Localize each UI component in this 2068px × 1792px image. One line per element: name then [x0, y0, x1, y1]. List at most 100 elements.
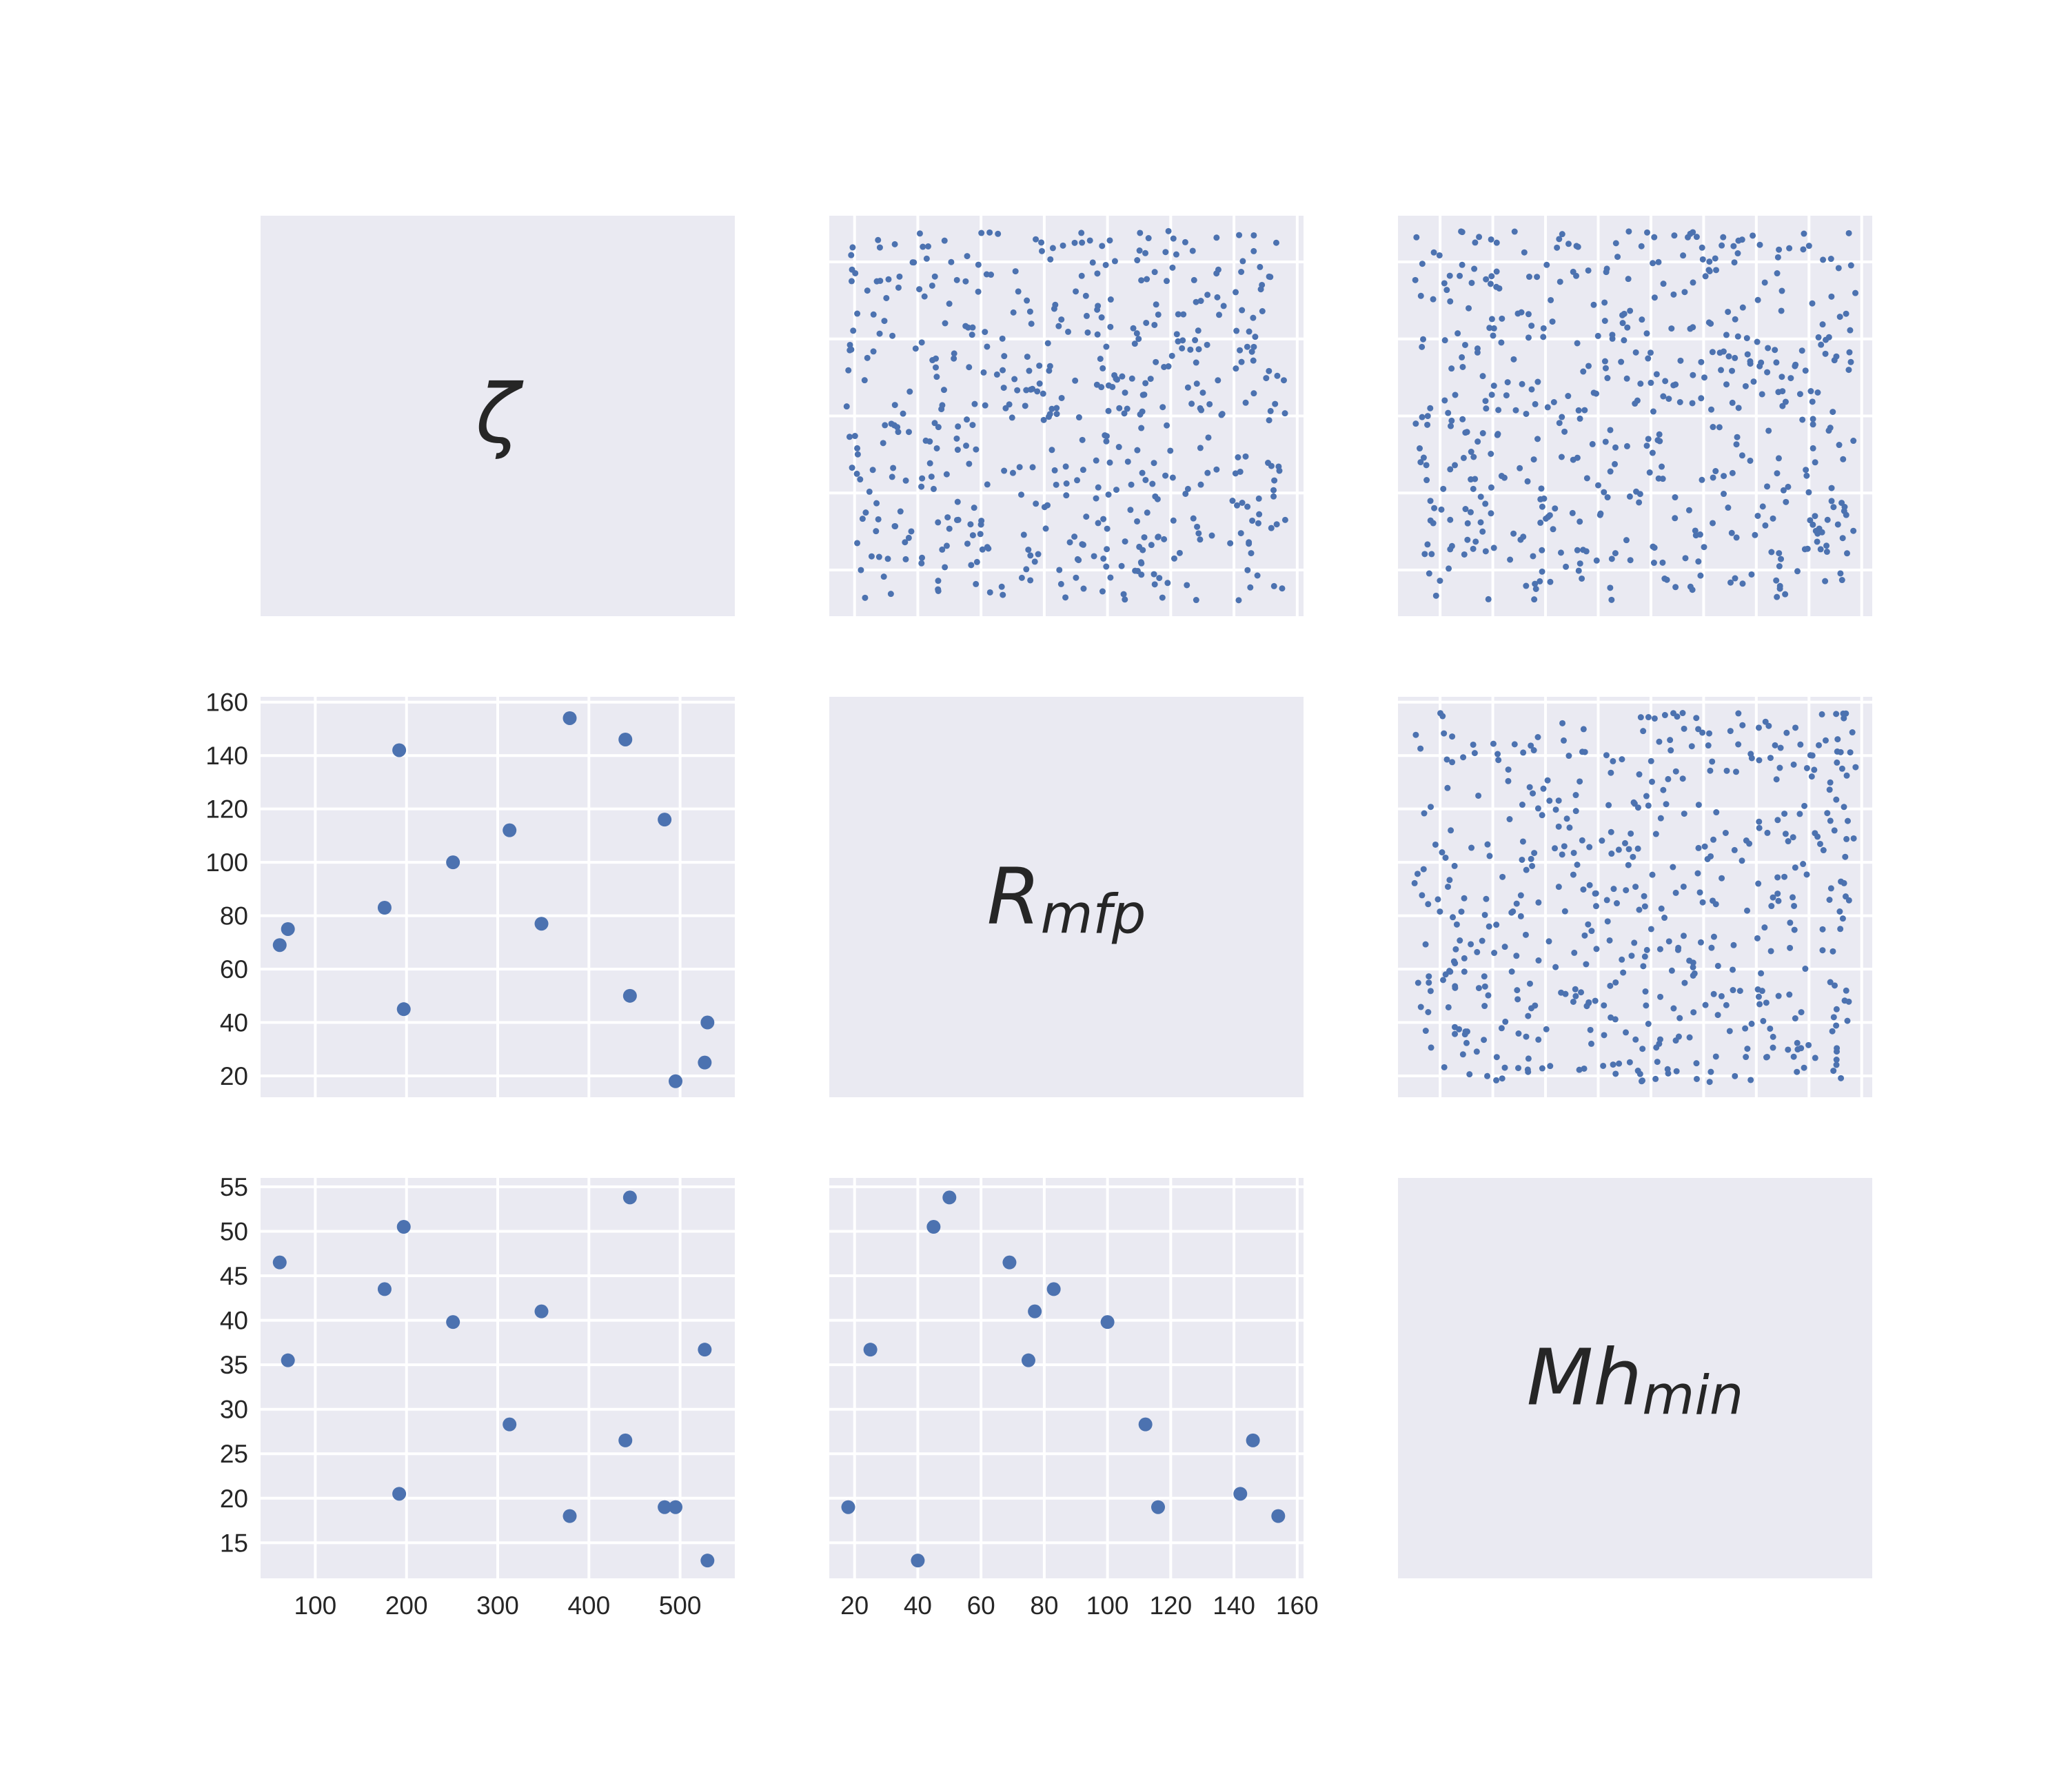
panel-mhmin-vs-rmfp: 20 40 60 80 100 120 140 160 — [829, 1178, 1319, 1620]
sample-point — [1250, 343, 1257, 350]
sample-point — [1168, 352, 1175, 359]
sample-point — [1486, 923, 1492, 930]
sample-point — [1563, 563, 1570, 570]
sample-point — [1658, 905, 1665, 912]
sample-point — [1761, 279, 1768, 286]
sample-point — [1048, 405, 1055, 412]
sample-point — [1761, 924, 1768, 931]
sample-point — [1460, 754, 1467, 761]
sample-point — [1577, 415, 1583, 422]
sample-point — [920, 243, 926, 250]
sample-point — [1774, 817, 1781, 824]
sample-point — [1820, 847, 1827, 854]
sample-point — [1764, 829, 1771, 836]
sample-point — [1422, 941, 1429, 948]
sample-point — [978, 230, 985, 236]
sample-point — [1079, 436, 1086, 443]
sample-point — [1754, 296, 1761, 303]
sample-point — [1731, 846, 1738, 853]
sample-point — [951, 350, 957, 357]
sample-point — [1519, 856, 1525, 863]
sample-point — [1843, 772, 1850, 779]
sample-point — [1470, 485, 1477, 492]
sample-point — [1819, 947, 1826, 954]
sample-point — [954, 498, 961, 505]
sample-point — [1471, 750, 1478, 757]
sample-point — [902, 556, 909, 562]
sample-point — [1250, 247, 1257, 254]
sample-point — [1623, 887, 1630, 894]
sample-point — [900, 410, 906, 417]
sample-point — [1445, 884, 1452, 890]
sample-point — [1488, 484, 1494, 491]
sample-point — [1235, 597, 1242, 604]
sample-point — [1259, 308, 1266, 315]
panel-rmfp-vs-mhmin — [1398, 697, 1872, 1097]
sample-point — [1707, 767, 1714, 774]
sample-point — [1239, 307, 1246, 314]
sample-point — [1084, 329, 1091, 336]
sample-point — [1607, 427, 1614, 434]
sample-point — [919, 554, 926, 561]
sample-point — [1481, 973, 1488, 980]
sample-point — [1490, 544, 1497, 551]
sample-point — [1523, 410, 1530, 417]
sample-point — [1763, 1053, 1770, 1060]
sample-point — [1094, 331, 1101, 338]
sample-point — [1730, 987, 1736, 994]
sample-point — [1426, 570, 1432, 577]
sample-point — [1739, 722, 1746, 729]
sample-point — [1447, 546, 1454, 553]
sample-point — [1698, 395, 1705, 402]
sample-point — [1774, 470, 1781, 477]
sample-point — [1499, 873, 1506, 880]
sample-point — [1130, 325, 1137, 332]
sample-point — [1255, 495, 1262, 502]
sample-point — [1244, 567, 1251, 573]
sample-point — [1547, 578, 1554, 585]
sample-point — [1441, 1063, 1448, 1070]
sample-point — [1712, 255, 1719, 262]
sample-point — [1814, 538, 1821, 545]
sample-point — [1699, 729, 1706, 736]
sample-point — [1651, 234, 1658, 241]
sample-point — [1138, 425, 1145, 431]
sample-point — [1621, 839, 1628, 846]
sample-point — [1593, 390, 1600, 397]
sample-point — [1493, 283, 1500, 290]
sample-point — [1138, 560, 1145, 567]
sample-point — [1488, 450, 1494, 457]
sample-point — [1830, 1014, 1837, 1021]
sample-point — [1079, 541, 1086, 548]
sample-point — [862, 594, 869, 601]
sample-point — [1539, 812, 1545, 819]
sample-point — [1047, 256, 1054, 263]
sample-point — [1725, 505, 1732, 511]
sample-point — [1482, 500, 1489, 507]
panel-mhmin-vs-mhmin: Mhmin — [1398, 1178, 1872, 1578]
sample-point — [1636, 771, 1643, 778]
sample-point — [1135, 336, 1142, 343]
sample-point — [1493, 1077, 1500, 1083]
sample-point — [1530, 747, 1537, 754]
sample-point — [1498, 339, 1505, 346]
sample-point — [1743, 335, 1750, 342]
sample-point — [1710, 424, 1716, 431]
sample-point — [1437, 578, 1443, 584]
sample-point — [1822, 350, 1829, 357]
panel-zeta-vs-rmfp — [829, 216, 1304, 616]
sample-point — [1847, 262, 1854, 269]
sample-point — [1626, 493, 1633, 500]
x-tick-label: 300 — [476, 1591, 519, 1620]
sample-point — [1755, 880, 1762, 887]
sample-point — [1693, 1075, 1700, 1082]
sample-point — [1781, 873, 1788, 880]
sample-point — [1778, 374, 1785, 380]
sample-point — [942, 320, 949, 327]
sample-point — [1733, 768, 1740, 775]
sample-point — [1686, 1034, 1693, 1041]
sample-point — [1066, 539, 1073, 546]
sample-point — [1411, 879, 1418, 886]
sample-point — [1263, 375, 1270, 382]
sample-point — [1170, 555, 1177, 562]
